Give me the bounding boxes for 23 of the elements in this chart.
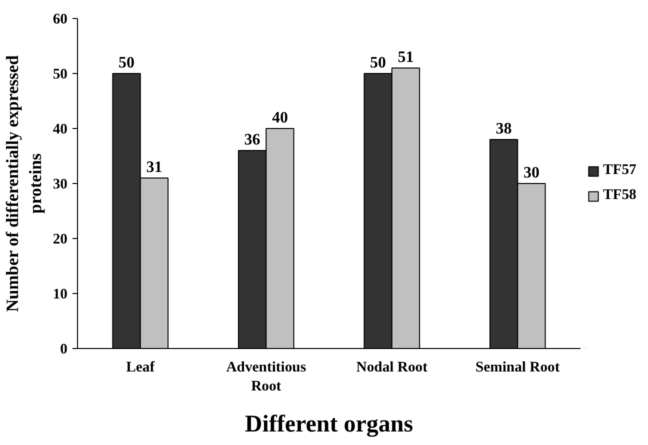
data-label: 30 [523, 164, 540, 182]
x-tick-label: Leaf [126, 360, 156, 376]
data-label: 31 [146, 159, 162, 176]
legend-label: TF57 [603, 162, 638, 179]
legend-label: TF58 [603, 187, 638, 204]
data-label: 50 [370, 54, 386, 72]
data-label: 36 [244, 132, 260, 148]
y-tick-label: 0 [60, 342, 68, 358]
x-tick-label: Seminal Root [475, 360, 560, 376]
data-label: 51 [398, 49, 414, 66]
y-tick-label: 40 [52, 122, 68, 138]
y-axis-title: Number of differentially expressed proteins [3, 55, 45, 312]
data-label: 50 [118, 54, 135, 72]
data-label: 40 [272, 110, 288, 126]
data-label: 38 [496, 120, 512, 138]
y-tick-label: 50 [52, 66, 68, 82]
y-tick-label: 30 [52, 176, 68, 192]
y-tick-label: 60 [52, 12, 68, 28]
x-tick-label: Nodal Root [356, 360, 428, 376]
x-axis-title: Different organs [244, 412, 414, 438]
x-tick-label: Adventitious Root [226, 360, 306, 395]
y-tick-label: 20 [52, 232, 68, 248]
y-tick-label: 10 [52, 286, 68, 302]
